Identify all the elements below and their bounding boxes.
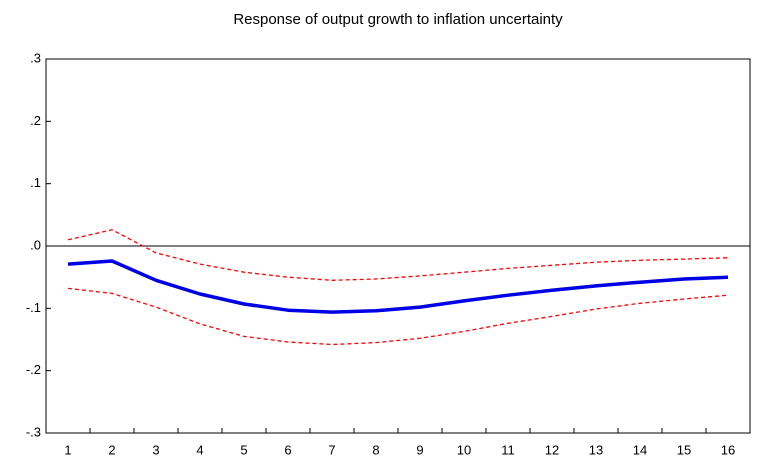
series-line <box>67 259 729 314</box>
y-tick-label: .1 <box>30 175 41 190</box>
x-tick-label: 3 <box>152 442 159 457</box>
x-tick-label: 14 <box>633 442 647 457</box>
x-tick-label: 1 <box>64 442 71 457</box>
x-tick-label: 15 <box>677 442 691 457</box>
x-tick-label: 2 <box>108 442 115 457</box>
x-tick-label: 11 <box>501 442 515 457</box>
x-tick-label: 4 <box>196 442 203 457</box>
x-tick-label: 16 <box>721 442 735 457</box>
x-tick-label: 10 <box>457 442 471 457</box>
y-tick-label: -.2 <box>26 362 41 377</box>
x-tick-label: 7 <box>328 442 335 457</box>
y-tick-label: -.1 <box>26 300 41 315</box>
y-tick-label: .0 <box>30 237 41 252</box>
y-tick-label: -.3 <box>26 424 41 439</box>
chart-title: Response of output growth to inflation u… <box>233 11 563 28</box>
x-tick-label: 5 <box>240 442 247 457</box>
series-line <box>67 287 729 346</box>
x-tick-label: 8 <box>372 442 379 457</box>
y-tick-label: .3 <box>30 50 41 65</box>
x-tick-label: 12 <box>545 442 559 457</box>
x-tick-label: 6 <box>284 442 291 457</box>
series-line <box>67 229 729 281</box>
y-tick-label: .2 <box>30 113 41 128</box>
x-tick-label: 9 <box>416 442 423 457</box>
x-tick-label: 13 <box>589 442 603 457</box>
